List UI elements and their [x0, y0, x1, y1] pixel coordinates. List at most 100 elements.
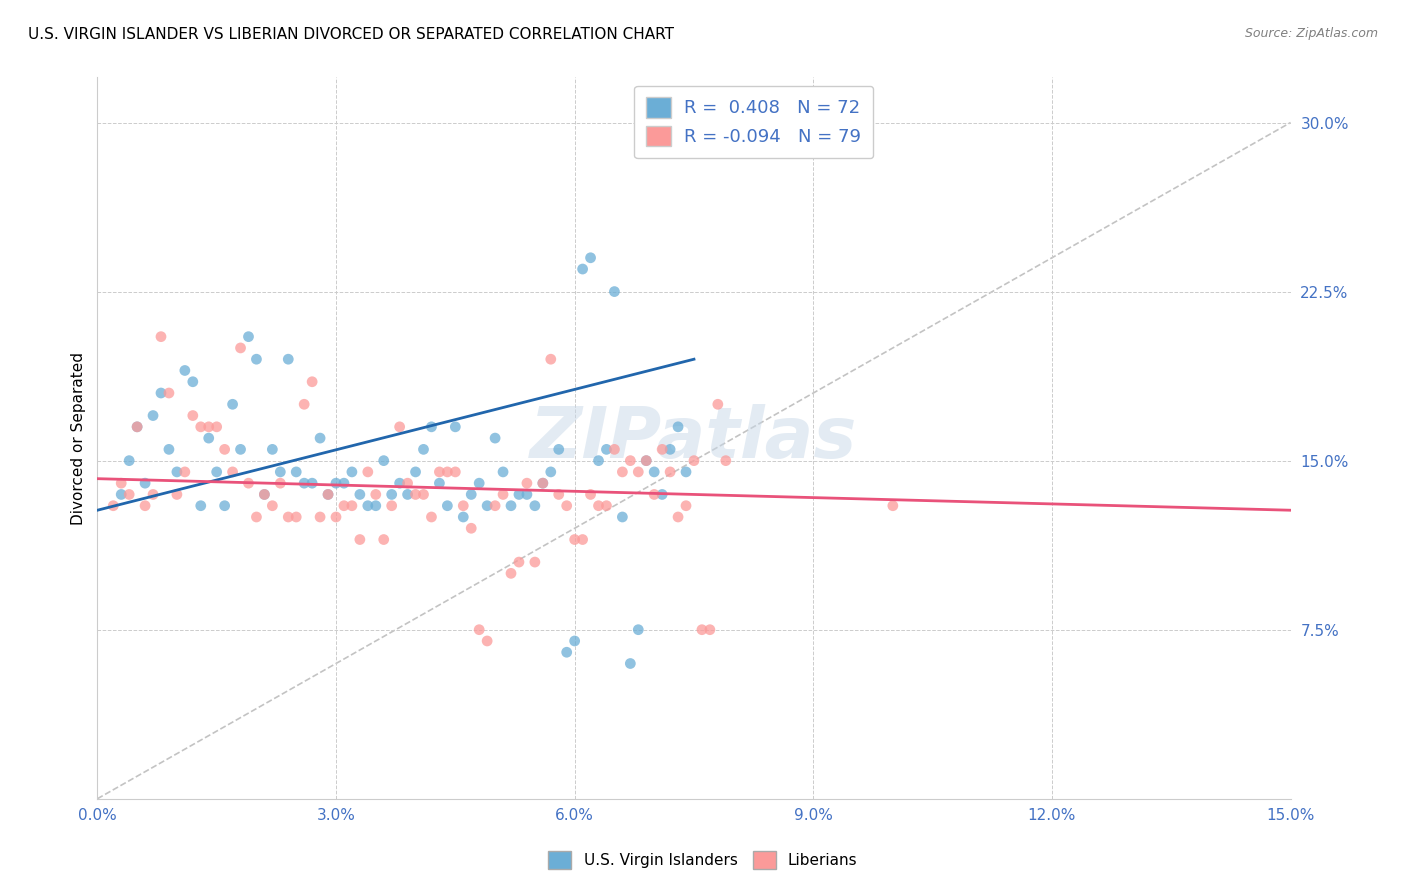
Point [157, 386, 180, 401]
Y-axis label: Divorced or Separated: Divorced or Separated [72, 351, 86, 524]
Point [238, 476, 260, 491]
Point [181, 409, 204, 423]
Point [571, 262, 593, 277]
Point [388, 476, 411, 491]
Point [643, 487, 665, 501]
Point [468, 476, 491, 491]
Point [603, 442, 626, 457]
Point [229, 341, 252, 355]
Point [412, 487, 434, 501]
Point [142, 487, 165, 501]
Point [173, 465, 195, 479]
Point [540, 465, 562, 479]
Point [373, 533, 395, 547]
Point [699, 623, 721, 637]
Point [603, 285, 626, 299]
Point [484, 431, 506, 445]
Point [643, 465, 665, 479]
Point [373, 453, 395, 467]
Point [103, 499, 125, 513]
Point [675, 465, 697, 479]
Point [118, 453, 141, 467]
Point [181, 375, 204, 389]
Point [564, 634, 586, 648]
Point [523, 499, 546, 513]
Point [499, 499, 522, 513]
Point [659, 465, 682, 479]
Point [190, 499, 212, 513]
Point [651, 487, 673, 501]
Point [309, 431, 332, 445]
Point [468, 623, 491, 637]
Point [221, 465, 243, 479]
Point [190, 420, 212, 434]
Point [333, 476, 356, 491]
Point [453, 510, 475, 524]
Point [301, 375, 323, 389]
Point [238, 329, 260, 343]
Point [540, 352, 562, 367]
Point [381, 499, 404, 513]
Point [882, 499, 904, 513]
Point [110, 476, 132, 491]
Point [388, 420, 411, 434]
Point [197, 420, 219, 434]
Point [531, 476, 554, 491]
Point [588, 499, 610, 513]
Point [269, 476, 291, 491]
Point [547, 442, 569, 457]
Point [134, 476, 156, 491]
Point [420, 420, 443, 434]
Point [453, 499, 475, 513]
Point [205, 420, 228, 434]
Point [492, 465, 515, 479]
Point [666, 420, 689, 434]
Point [166, 487, 188, 501]
Point [508, 555, 530, 569]
Point [547, 487, 569, 501]
Point [157, 442, 180, 457]
Point [309, 510, 332, 524]
Point [396, 487, 419, 501]
Point [636, 453, 658, 467]
Point [429, 465, 451, 479]
Point [612, 510, 634, 524]
Point [595, 499, 617, 513]
Point [316, 487, 339, 501]
Point [134, 499, 156, 513]
Point [412, 442, 434, 457]
Text: ZIPatlas: ZIPatlas [530, 403, 858, 473]
Point [357, 499, 380, 513]
Point [166, 465, 188, 479]
Point [659, 442, 682, 457]
Point [364, 487, 387, 501]
Point [564, 533, 586, 547]
Point [340, 499, 363, 513]
Point [325, 476, 347, 491]
Point [229, 442, 252, 457]
Point [316, 487, 339, 501]
Point [523, 555, 546, 569]
Point [349, 487, 371, 501]
Point [205, 465, 228, 479]
Point [301, 476, 323, 491]
Point [333, 499, 356, 513]
Text: Source: ZipAtlas.com: Source: ZipAtlas.com [1244, 27, 1378, 40]
Point [666, 510, 689, 524]
Point [396, 476, 419, 491]
Point [627, 465, 650, 479]
Point [381, 487, 404, 501]
Point [475, 499, 498, 513]
Point [460, 521, 482, 535]
Point [197, 431, 219, 445]
Point [714, 453, 737, 467]
Point [436, 499, 458, 513]
Point [595, 442, 617, 457]
Point [405, 465, 427, 479]
Point [429, 476, 451, 491]
Point [690, 623, 713, 637]
Point [340, 465, 363, 479]
Legend: U.S. Virgin Islanders, Liberians: U.S. Virgin Islanders, Liberians [543, 845, 863, 875]
Point [142, 409, 165, 423]
Point [405, 487, 427, 501]
